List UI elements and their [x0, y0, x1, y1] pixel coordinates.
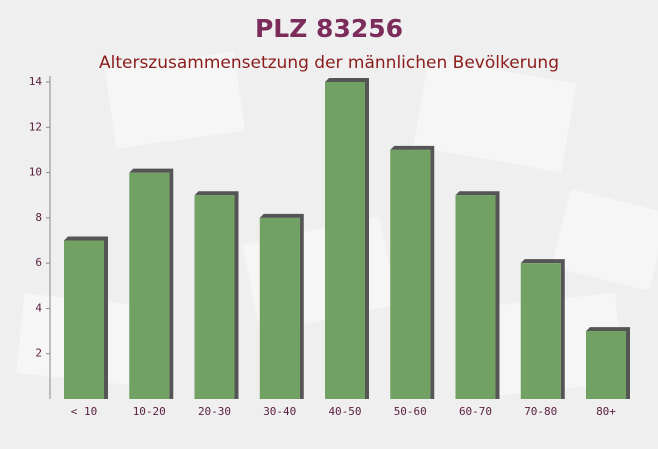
y-tick-label: 10: [29, 166, 42, 179]
x-tick-label: 10-20: [133, 405, 166, 418]
bar: [64, 240, 104, 399]
bar: [259, 217, 300, 399]
bar: [129, 172, 170, 399]
y-tick-label: 6: [35, 256, 42, 269]
x-tick-label: 60-70: [459, 405, 492, 418]
x-tick-label: 30-40: [263, 405, 296, 418]
y-tick-label: 8: [35, 211, 42, 224]
y-tick-label: 4: [35, 301, 42, 314]
bar: [325, 82, 365, 399]
chart-subtitle: Alterszusammensetzung der männlichen Bev…: [99, 53, 559, 73]
bar: [390, 149, 431, 399]
x-tick-label: 40-50: [328, 405, 361, 418]
x-tick-label: 50-60: [394, 405, 427, 418]
chart-title: PLZ 83256: [255, 14, 403, 43]
y-tick-label: 12: [29, 120, 42, 133]
x-tick-label: 70-80: [524, 405, 557, 418]
bar: [194, 195, 235, 399]
y-tick-label: 2: [35, 347, 42, 360]
x-tick-label: 20-30: [198, 405, 231, 418]
x-tick-label: < 10: [71, 405, 98, 418]
bar: [586, 331, 626, 399]
bar: [455, 195, 496, 399]
bar: [520, 263, 561, 399]
x-tick-label: 80+: [596, 405, 616, 418]
y-tick-label: 14: [29, 75, 43, 88]
